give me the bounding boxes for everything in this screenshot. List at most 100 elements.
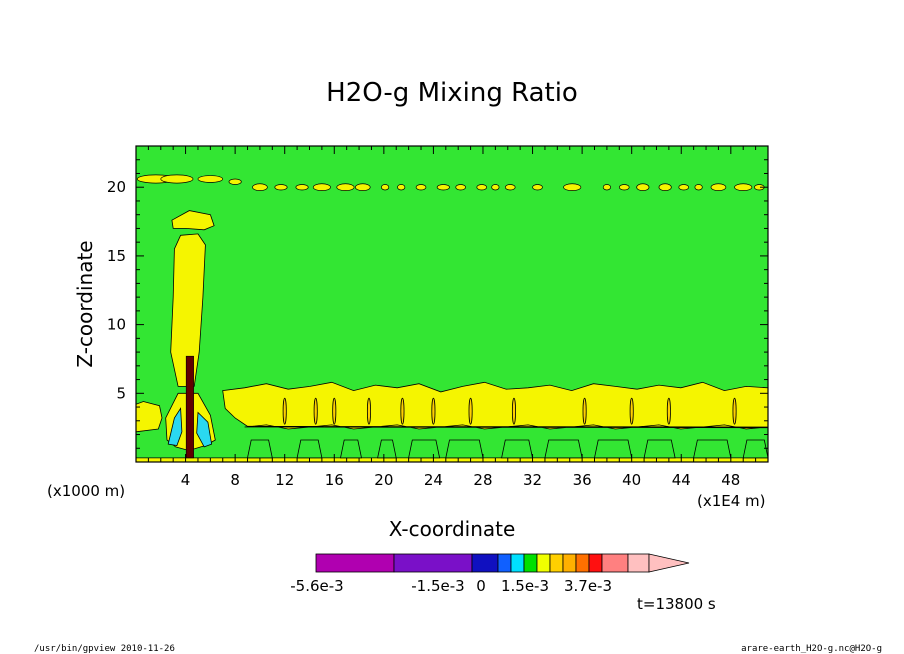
x-tick-label: 4 (181, 471, 191, 489)
colorbar-swatch (471, 553, 499, 573)
contour-spike (366, 397, 371, 425)
x-axis-label: X-coordinate (389, 517, 516, 541)
contour-upper-blob (228, 178, 242, 185)
colorbar-label-min: -5.6e-3 (290, 577, 343, 595)
colorbar-swatch (523, 553, 538, 573)
footer-right: arare-earth_H2O-g.nc@H2O-g (741, 644, 882, 654)
contour-upper-blob (678, 184, 690, 191)
x-tick-label: 24 (424, 471, 443, 489)
contour-surface-band (135, 457, 769, 463)
contour-cyan-left (167, 407, 183, 446)
time-label: t=13800 s (637, 595, 716, 613)
colorbar-swatch (393, 553, 473, 573)
chart-title: H2O-g Mixing Ratio (326, 78, 578, 108)
y-axis: 5 10 15 20 (107, 159, 768, 449)
x-tick-label: 48 (721, 471, 740, 489)
contour-upper-blob (197, 175, 224, 183)
contour-upper-blob (397, 184, 406, 191)
contour-spike (629, 397, 634, 425)
contour-upper-blob (381, 184, 390, 191)
x-unit-label: (x1000 m) (47, 482, 125, 500)
colorbar-swatch (497, 553, 512, 573)
contour-lower-gap (693, 439, 732, 459)
colorbar-label-neg: -1.5e-3 (411, 577, 464, 595)
x-tick-label: 40 (622, 471, 641, 489)
contour-upper-blob (563, 183, 582, 192)
x-tick-label: 12 (275, 471, 294, 489)
colorbar-swatch (536, 553, 551, 573)
y-tick-label: 10 (107, 316, 126, 334)
contour-spike (282, 397, 287, 425)
footer-left: /usr/bin/gpview 2010-11-26 (34, 644, 175, 654)
contour-upper-blob (694, 184, 703, 191)
contour-lower-gap (408, 439, 441, 459)
colorbar-swatch (549, 553, 564, 573)
contour-core (185, 355, 194, 459)
colorbar-swatch (510, 553, 525, 573)
y-tick-label: 20 (107, 178, 126, 196)
contour-spike (582, 397, 587, 425)
contour-spike (511, 397, 516, 425)
colorbar-swatch (627, 553, 650, 573)
contour-upper-blob (295, 184, 309, 191)
x-tick-label: 20 (374, 471, 393, 489)
contour-lower-gap (445, 439, 484, 459)
contour-mid-band (222, 381, 769, 430)
colorbar-label-max: 3.7e-3 (564, 577, 612, 595)
contour-upper-blob (312, 183, 331, 192)
contour-spike (313, 397, 318, 425)
x-axis: 4 8 12 16 20 24 28 32 36 40 44 48 (147, 146, 757, 489)
contour-upper-blob (274, 184, 288, 191)
contour-upper-blob (491, 184, 500, 191)
x-tick-label: 8 (230, 471, 240, 489)
contour-spike (332, 397, 337, 425)
colorbar (315, 553, 690, 573)
contour-lower-gap (594, 439, 633, 459)
x-unit-label-right: (x1E4 m) (697, 492, 766, 510)
contour-upper-blob (636, 183, 650, 192)
colorbar-swatch (601, 553, 629, 573)
x-tick-label: 44 (672, 471, 691, 489)
contour-lower-gap (377, 439, 397, 459)
contour-lower-gap (742, 439, 769, 459)
contour-lower-gap (296, 439, 323, 459)
contour-lower-gap (501, 439, 533, 459)
contour-upper-blob (160, 174, 194, 184)
contour-upper-blob (436, 184, 450, 191)
contour-upper-blob (252, 183, 268, 192)
x-tick-label: 36 (573, 471, 592, 489)
colorbar-extend-arrow (648, 553, 690, 573)
x-tick-label: 28 (473, 471, 492, 489)
contour-lower-gap (340, 439, 362, 459)
contour-upper-blob (734, 183, 753, 192)
contour-upper-blob (658, 183, 672, 192)
contour-spike (666, 397, 671, 425)
x-tick-label: 16 (325, 471, 344, 489)
contour-spike (431, 397, 436, 425)
contour-spike (732, 397, 737, 425)
plot-frame (135, 145, 769, 463)
contour-upper-blob (455, 184, 466, 191)
contour-upper-blob (476, 184, 488, 191)
contour-upper-blob (336, 183, 355, 192)
colorbar-label-pos: 1.5e-3 (501, 577, 549, 595)
contour-spike (468, 397, 473, 425)
contour-upper-blob (354, 183, 371, 192)
contour-upper-blob (618, 184, 630, 191)
contour-upper-cluster (171, 210, 215, 231)
contour-upper-blob (710, 183, 727, 192)
contour-spike (400, 397, 405, 425)
colorbar-label-zero: 0 (476, 577, 486, 595)
contour-upper-blob (602, 184, 611, 191)
contour-upper-blob (532, 184, 543, 191)
colorbar-swatch (588, 553, 603, 573)
x-tick-label: 32 (523, 471, 542, 489)
contour-upper-blob (415, 184, 427, 191)
contour-lower-gap (643, 439, 676, 459)
colorbar-swatch (315, 553, 395, 573)
contour-lower-gap (247, 439, 273, 459)
contour-upper-blob (504, 184, 516, 191)
y-axis-label: Z-coordinate (73, 240, 97, 367)
